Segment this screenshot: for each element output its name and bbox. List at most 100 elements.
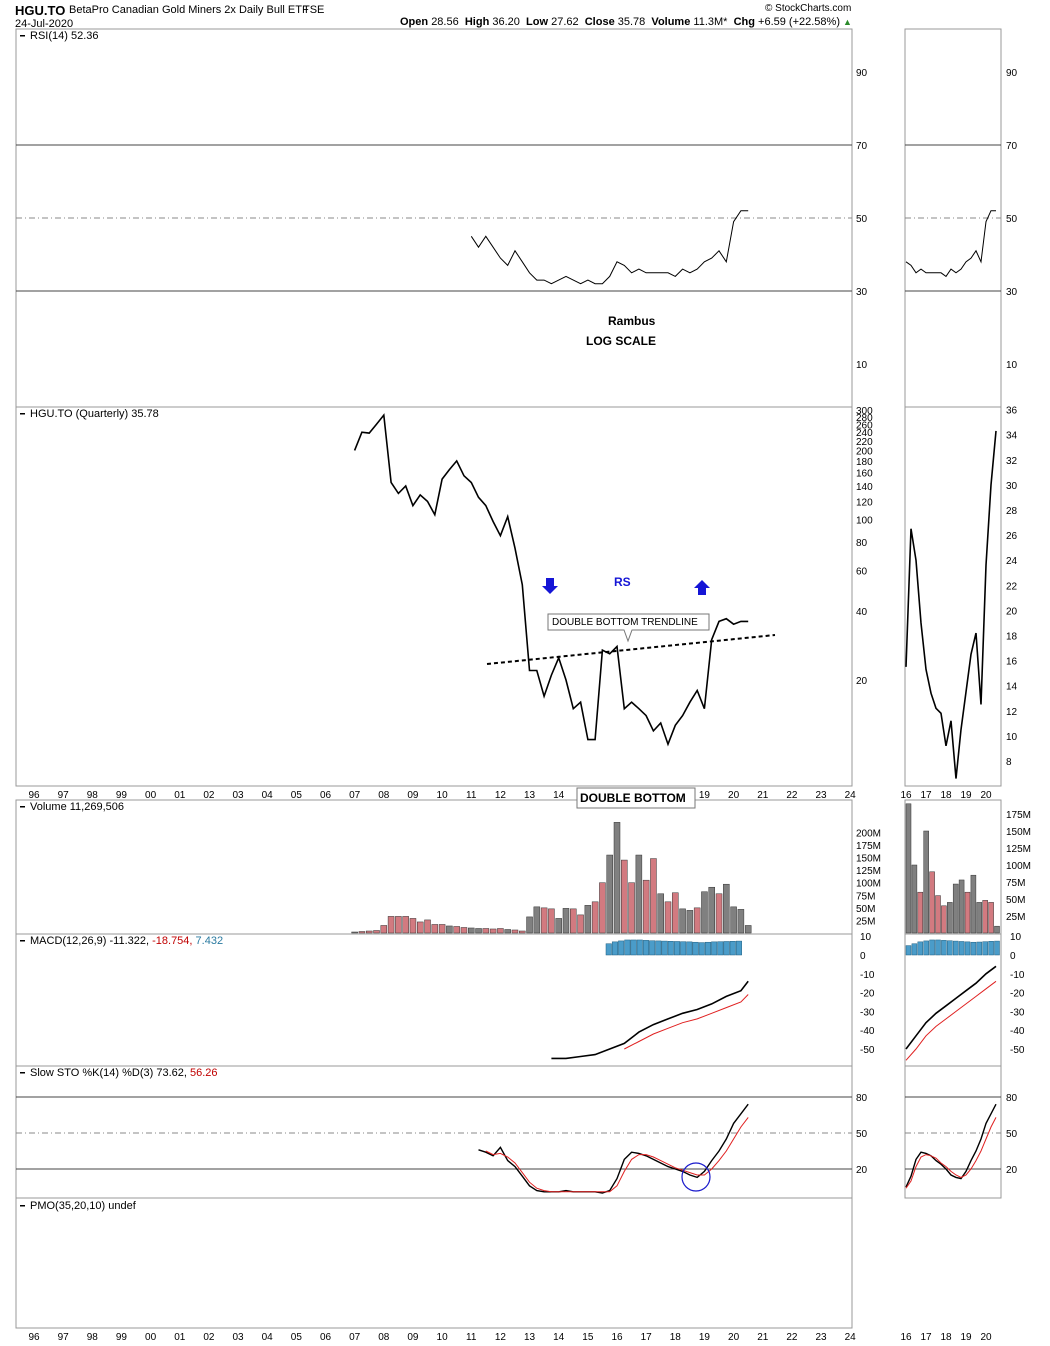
volume-bar bbox=[664, 901, 672, 934]
side-macd-histogram-bar bbox=[964, 941, 971, 956]
year-tick: 22 bbox=[786, 790, 798, 801]
price-line bbox=[353, 413, 749, 747]
volume-bar bbox=[424, 919, 431, 934]
macd-histogram-bar bbox=[673, 941, 680, 956]
side-year-tick: 20 bbox=[980, 790, 992, 801]
volume-bar bbox=[723, 883, 730, 934]
side-price-tick: 8 bbox=[1006, 757, 1012, 768]
price-tick: 160 bbox=[856, 469, 873, 480]
sto-panel bbox=[15, 1065, 853, 1199]
side-macd-histogram-bar bbox=[947, 940, 953, 956]
side-rsi-tick: 30 bbox=[1006, 287, 1018, 298]
year-tick: 14 bbox=[553, 790, 565, 801]
price-tick: 140 bbox=[856, 482, 873, 493]
side-price-tick: 28 bbox=[1006, 506, 1018, 517]
double-bottom-annotation: DOUBLE BOTTOM bbox=[580, 791, 686, 805]
side-volume-tick: 125M bbox=[1006, 844, 1031, 855]
macd-tick: -50 bbox=[860, 1045, 875, 1056]
side-volume-bar bbox=[970, 874, 977, 934]
side-volume-bar bbox=[982, 900, 988, 934]
macd-signal-line bbox=[624, 994, 749, 1050]
volume-bar bbox=[409, 918, 417, 934]
side-sto-d-line bbox=[905, 1117, 997, 1189]
year-tick: 03 bbox=[232, 1332, 244, 1343]
volume-bar bbox=[686, 910, 694, 934]
macd-histogram-bar bbox=[618, 940, 625, 956]
volume-bar bbox=[562, 908, 570, 934]
volume-bar bbox=[628, 882, 635, 934]
year-tick: 10 bbox=[437, 790, 449, 801]
volume-bar bbox=[591, 901, 599, 934]
side-volume-bar bbox=[941, 905, 947, 934]
macd-tick: -20 bbox=[860, 989, 875, 1000]
high-label: High bbox=[464, 16, 490, 28]
year-tick: 09 bbox=[407, 790, 419, 801]
side-macd-histogram-bar bbox=[911, 943, 918, 956]
side-price-line bbox=[905, 430, 997, 779]
up-arrow-icon: ▲ bbox=[843, 17, 852, 27]
rambus-annotation: Rambus bbox=[608, 314, 656, 328]
side-volume-bar bbox=[976, 902, 983, 934]
side-price-tick: 16 bbox=[1006, 657, 1018, 668]
volume-bar bbox=[621, 859, 628, 934]
macd-histogram-bar bbox=[698, 942, 705, 956]
low-label: Low bbox=[526, 16, 549, 28]
macd-histogram-bar bbox=[611, 941, 618, 956]
year-tick: 24 bbox=[845, 1332, 857, 1343]
volume-bar bbox=[672, 892, 679, 934]
year-tick: 16 bbox=[611, 1332, 623, 1343]
exchange-label: TSE bbox=[303, 4, 325, 16]
volume-tick: 125M bbox=[856, 866, 881, 877]
side-price-tick: 32 bbox=[1006, 456, 1018, 467]
sto-tick: 80 bbox=[856, 1093, 868, 1104]
year-tick: 15 bbox=[582, 1332, 594, 1343]
volume-bar bbox=[650, 858, 657, 934]
side-year-tick: 19 bbox=[960, 1332, 972, 1343]
side-macd-histogram-bar bbox=[941, 940, 947, 956]
side-macd-tick: -20 bbox=[1010, 989, 1025, 1000]
symbol-title: HGU.TO bbox=[15, 3, 66, 18]
volume-bar bbox=[431, 924, 439, 934]
volume-bar bbox=[570, 908, 577, 934]
macd-histogram-bar bbox=[605, 943, 612, 956]
ohlc-readout: Open 28.56 High 36.20 Low 27.62 Close 35… bbox=[400, 16, 852, 28]
side-volume-tick: 25M bbox=[1006, 912, 1025, 923]
side-price-tick: 20 bbox=[1006, 606, 1018, 617]
side-year-tick: 17 bbox=[920, 790, 932, 801]
year-tick: 98 bbox=[87, 1332, 99, 1343]
volume-bar bbox=[351, 931, 358, 934]
side-volume-bar bbox=[929, 871, 935, 934]
price-tick: 40 bbox=[856, 607, 868, 618]
year-tick: 11 bbox=[466, 790, 477, 801]
side-sto-tick: 20 bbox=[1006, 1165, 1018, 1176]
year-tick: 14 bbox=[553, 1332, 565, 1343]
rsi-label: RSI(14) 52.36 bbox=[30, 30, 98, 42]
year-tick: 01 bbox=[174, 1332, 186, 1343]
macd-histogram-bar bbox=[704, 941, 711, 956]
volume-bar bbox=[395, 916, 402, 934]
year-tick: 96 bbox=[28, 1332, 40, 1343]
year-tick: 10 bbox=[437, 1332, 449, 1343]
year-tick: 17 bbox=[641, 1332, 653, 1343]
side-year-tick: 17 bbox=[920, 1332, 932, 1343]
year-tick: 97 bbox=[58, 1332, 70, 1343]
sto-tick: 50 bbox=[856, 1129, 868, 1140]
side-price-tick: 26 bbox=[1006, 531, 1018, 542]
year-tick: 01 bbox=[174, 790, 186, 801]
side-price-tick: 10 bbox=[1006, 732, 1018, 743]
side-volume-bar bbox=[952, 883, 959, 934]
volume-bar bbox=[460, 927, 468, 934]
volume-bar bbox=[744, 925, 752, 934]
rsi-tick: 30 bbox=[856, 287, 868, 298]
price-tick: 200 bbox=[856, 446, 873, 457]
volume-bar bbox=[475, 928, 482, 934]
side-year-tick: 18 bbox=[940, 1332, 952, 1343]
sto-crossover-circle bbox=[681, 1162, 711, 1192]
macd-histogram-bar bbox=[735, 940, 742, 956]
side-volume-tick: 150M bbox=[1006, 827, 1031, 838]
side-macd-histogram-bar bbox=[905, 945, 912, 956]
volume-bar bbox=[715, 893, 723, 934]
price-tick: 20 bbox=[856, 676, 868, 687]
year-tick: 08 bbox=[378, 790, 390, 801]
volume-tick: 50M bbox=[856, 904, 875, 915]
